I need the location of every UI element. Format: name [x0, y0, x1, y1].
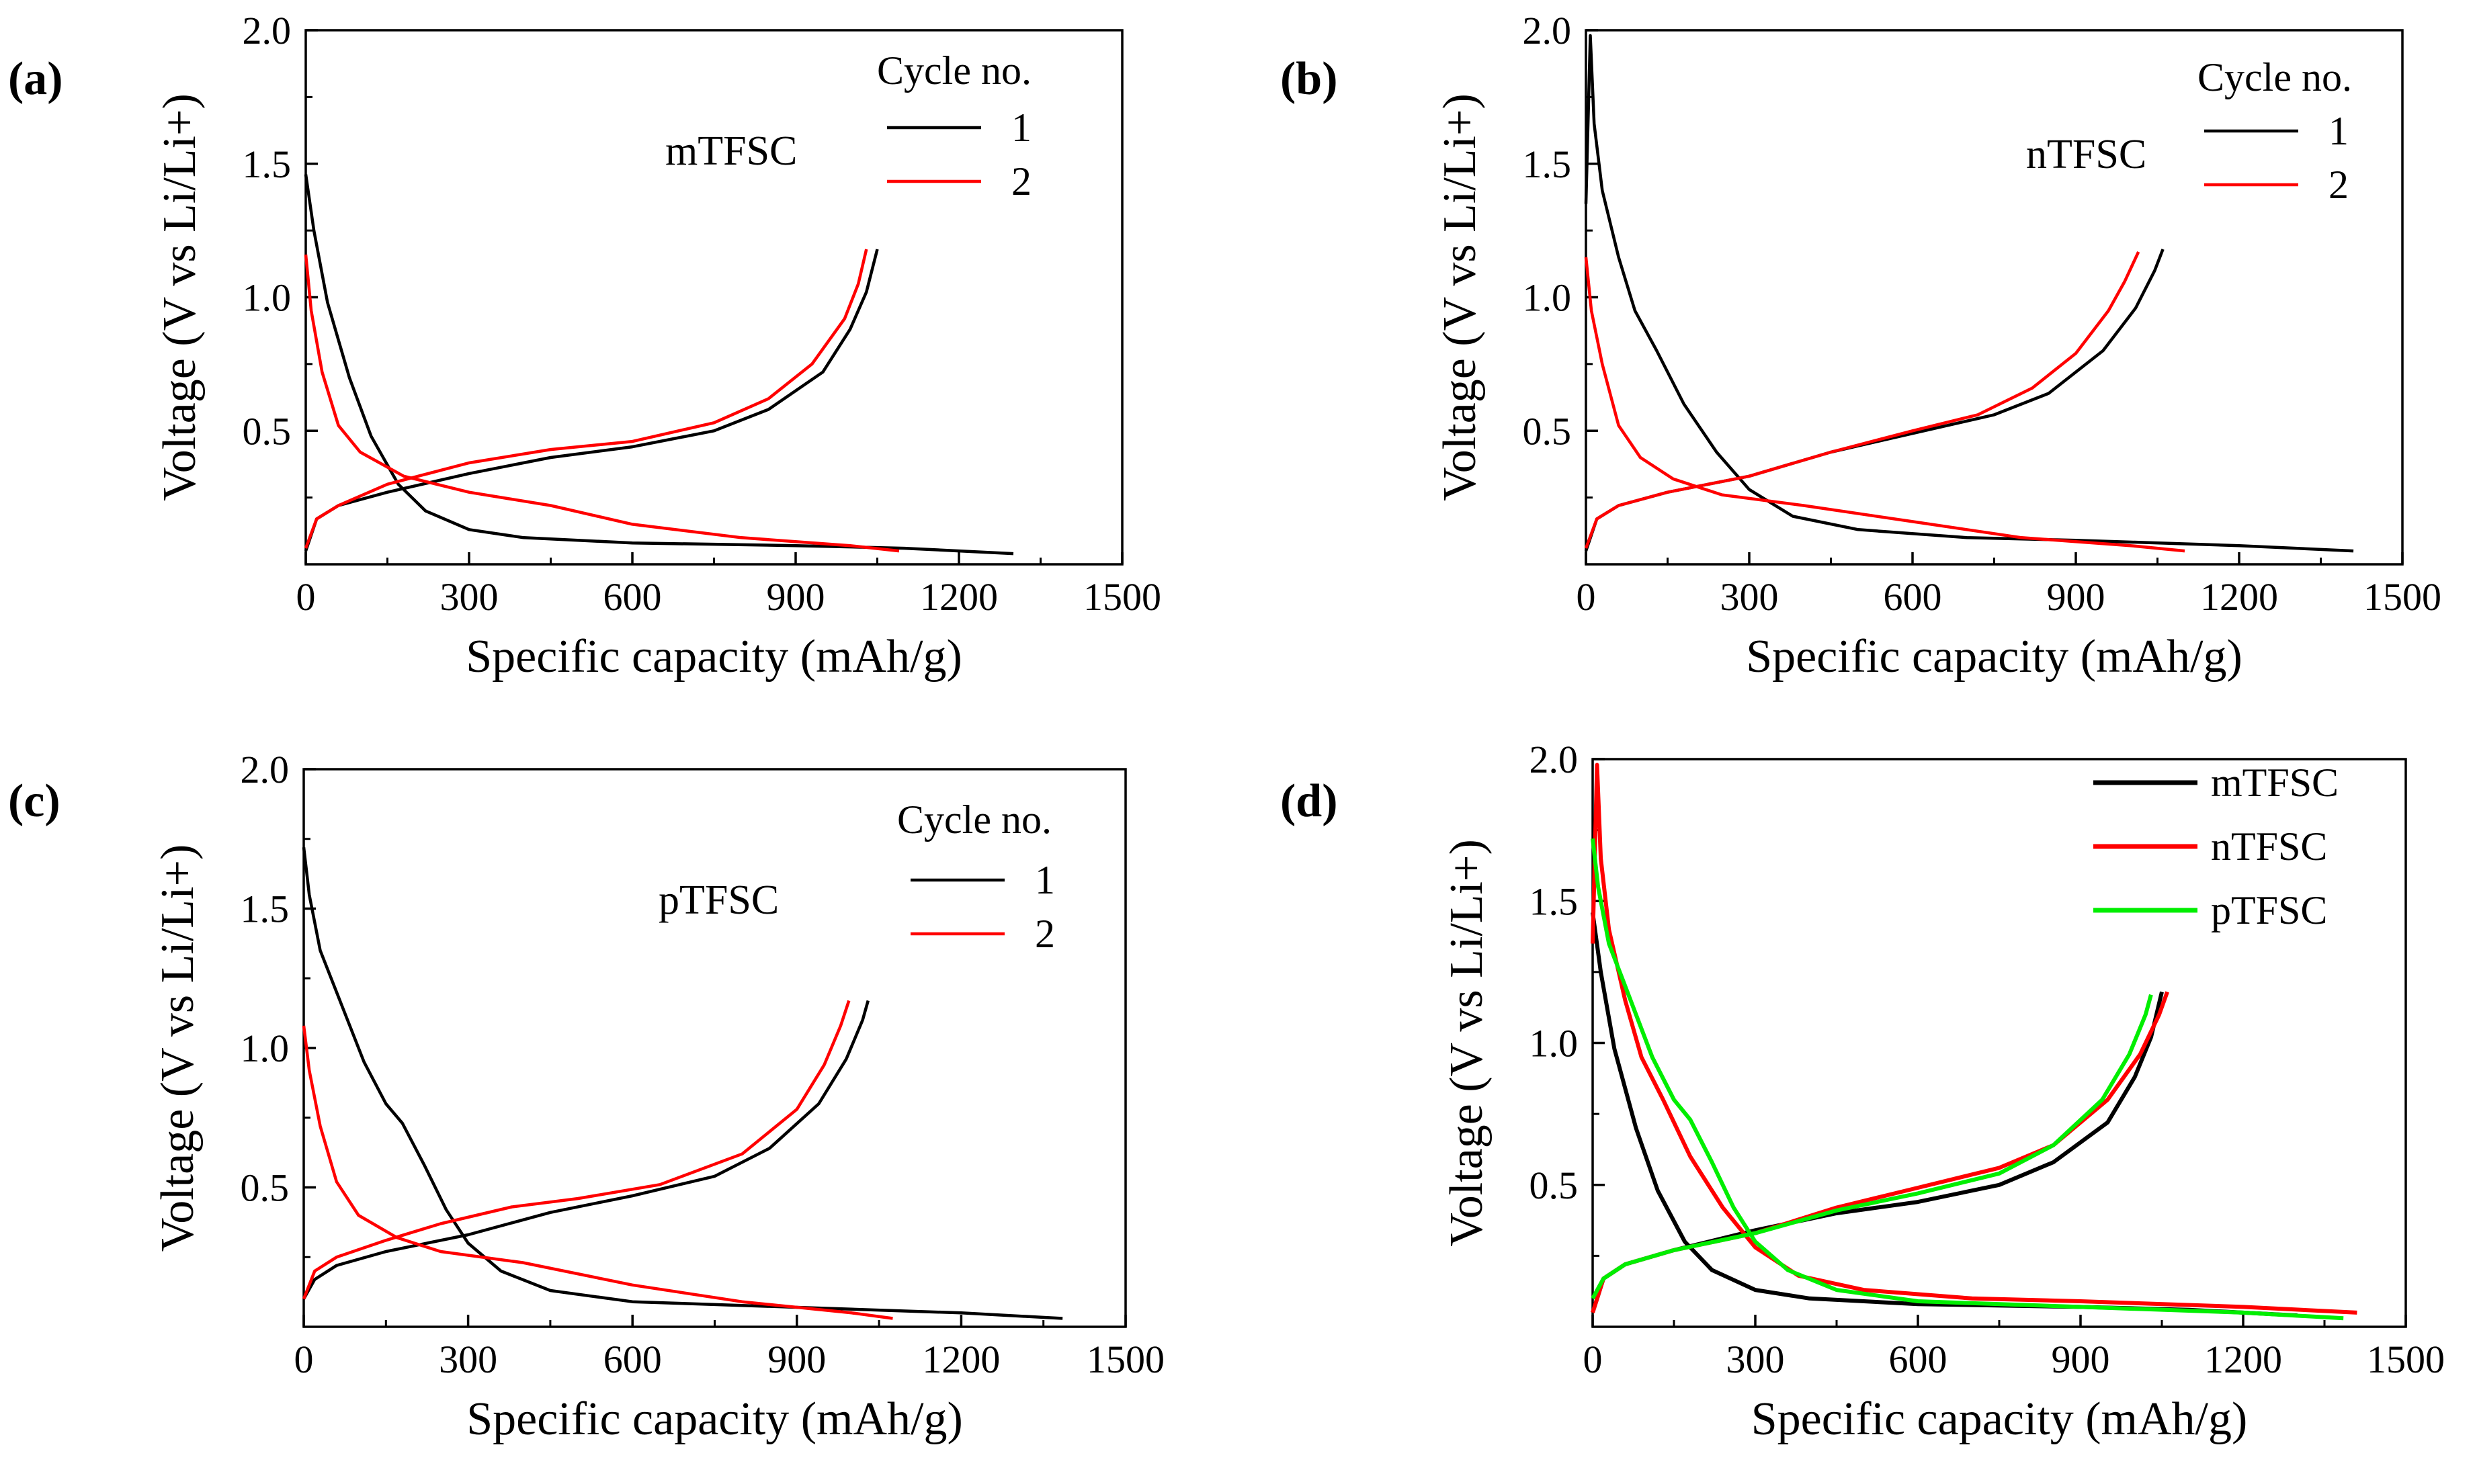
series-line-2-discharge — [1584, 257, 2185, 553]
x-tick-label: 1500 — [2367, 1338, 2445, 1381]
y-tick-label: 1.0 — [241, 1027, 290, 1070]
x-tick-label: 600 — [1889, 1338, 1947, 1381]
legend-entry: nTFSC — [2211, 824, 2327, 869]
series-line-2-discharge — [302, 1025, 893, 1320]
x-tick-label: 1200 — [920, 575, 998, 619]
legend-entry: 1 — [2329, 109, 2349, 153]
x-axis-title: Specific capacity (mAh/g) — [1751, 1393, 2248, 1445]
x-tick-label: 1500 — [2363, 575, 2441, 619]
chart-panel-3: 0 300 600 900 1200 1500 0.5 1.0 1.5 2.0 Specific c… — [8, 748, 1165, 1445]
legend: Cycle no. 1 2 — [2197, 55, 2352, 207]
series-line-1-charge — [302, 1000, 870, 1300]
y-axis-title: Voltage (V vs Li/Li+) — [154, 93, 206, 501]
series-line-ntfsc-charge — [1591, 991, 2169, 1313]
legend-title: Cycle no. — [2197, 55, 2352, 99]
x-tick-label: 900 — [767, 575, 825, 619]
series-line-2-charge — [1584, 251, 2140, 549]
x-tick-label: 900 — [2052, 1338, 2110, 1381]
series-line-1-discharge — [1584, 34, 2354, 553]
legend: Cycle no. 1 2 — [897, 797, 1055, 956]
series-line-mtfsc-charge — [1591, 991, 2164, 1313]
legend-entry: 2 — [2329, 163, 2349, 207]
x-tick-label: 900 — [2047, 575, 2105, 619]
panel-label: (b) — [1280, 53, 1338, 105]
x-tick-label: 600 — [1884, 575, 1942, 619]
x-tick-label: 600 — [603, 575, 662, 619]
material-annotation: mTFSC — [665, 128, 797, 174]
x-tick-label: 1500 — [1087, 1338, 1165, 1381]
material-annotation: pTFSC — [659, 877, 779, 923]
legend-entry: mTFSC — [2211, 760, 2339, 805]
series-line-2-charge — [304, 249, 868, 549]
y-tick-label: 1.0 — [1523, 276, 1572, 320]
y-tick-label: 1.5 — [243, 142, 292, 186]
series-line-ptfsc-discharge — [1591, 838, 2344, 1321]
x-tick-label: 0 — [1577, 575, 1596, 619]
x-tick-label: 300 — [440, 575, 499, 619]
series-line-1-discharge — [302, 846, 1063, 1320]
x-tick-label: 1200 — [922, 1338, 1000, 1381]
y-tick-label: 1.5 — [1523, 142, 1572, 186]
y-tick-label: 1.5 — [241, 887, 290, 931]
x-axis-title: Specific capacity (mAh/g) — [1746, 631, 2242, 683]
series-line-1-discharge — [304, 174, 1014, 556]
x-tick-label: 0 — [294, 1338, 314, 1381]
panel-label: (d) — [1280, 775, 1338, 827]
x-tick-label: 300 — [1726, 1338, 1785, 1381]
x-tick-label: 600 — [603, 1338, 662, 1381]
x-tick-label: 0 — [1583, 1338, 1603, 1381]
legend-entry: 1 — [1035, 858, 1055, 902]
panel-label: (a) — [8, 53, 63, 105]
legend: mTFSC nTFSC pTFSC — [2093, 760, 2339, 932]
y-tick-label: 1.0 — [243, 276, 292, 320]
y-tick-label: 1.5 — [1529, 879, 1579, 923]
y-tick-label: 2.0 — [1523, 9, 1572, 52]
panel-label: (c) — [8, 775, 60, 827]
y-tick-label: 2.0 — [243, 9, 292, 52]
y-axis-title: Voltage (V vs Li/Li+) — [152, 844, 204, 1252]
x-axis-title: Specific capacity (mAh/g) — [466, 631, 962, 683]
x-tick-label: 1500 — [1083, 575, 1161, 619]
x-axis-title: Specific capacity (mAh/g) — [466, 1393, 963, 1445]
y-tick-label: 0.5 — [1529, 1164, 1579, 1207]
series-line-ntfsc-discharge — [1591, 762, 2357, 1315]
y-axis-title: Voltage (V vs Li/Li+) — [1441, 839, 1493, 1247]
series-line-mtfsc-discharge — [1591, 912, 2298, 1318]
y-tick-label: 2.0 — [1529, 738, 1579, 781]
y-tick-label: 0.5 — [241, 1166, 290, 1210]
legend-title: Cycle no. — [897, 797, 1052, 842]
legend-entry: 1 — [1011, 105, 1032, 150]
series-line-2-discharge — [304, 254, 900, 553]
material-annotation: nTFSC — [2026, 132, 2146, 177]
chart-panel-2: 0 300 600 900 1200 1500 0.5 1.0 1.5 2.0 Specific c… — [1280, 9, 2441, 683]
y-tick-label: 1.0 — [1529, 1022, 1579, 1065]
x-tick-label: 0 — [296, 575, 316, 619]
y-tick-label: 2.0 — [241, 748, 290, 791]
y-axis-title: Voltage (V vs Li/Li+) — [1434, 93, 1486, 501]
series-line-ptfsc-charge — [1591, 994, 2153, 1300]
x-tick-label: 300 — [1720, 575, 1779, 619]
legend-entry: 2 — [1035, 912, 1055, 956]
chart-panel-4: 0 300 600 900 1200 1500 0.5 1.0 1.5 2.0 Specific c… — [1280, 738, 2445, 1445]
legend-entry: 2 — [1011, 159, 1032, 204]
legend-entry: pTFSC — [2211, 888, 2327, 932]
legend: Cycle no. 1 2 — [877, 48, 1032, 204]
series-line-1-charge — [304, 249, 879, 552]
x-tick-label: 1200 — [2204, 1338, 2282, 1381]
series-line-2-charge — [302, 1000, 851, 1300]
x-tick-label: 1200 — [2200, 575, 2278, 619]
y-tick-label: 0.5 — [243, 409, 292, 453]
x-tick-label: 900 — [767, 1338, 826, 1381]
chart-panel-1: 0 300 600 900 1200 1500 0.5 1.0 1.5 2.0 Specific c… — [8, 9, 1161, 683]
series-line-1-charge — [1584, 249, 2165, 552]
y-tick-label: 0.5 — [1523, 409, 1572, 453]
legend-title: Cycle no. — [877, 48, 1032, 93]
x-tick-label: 300 — [439, 1338, 497, 1381]
